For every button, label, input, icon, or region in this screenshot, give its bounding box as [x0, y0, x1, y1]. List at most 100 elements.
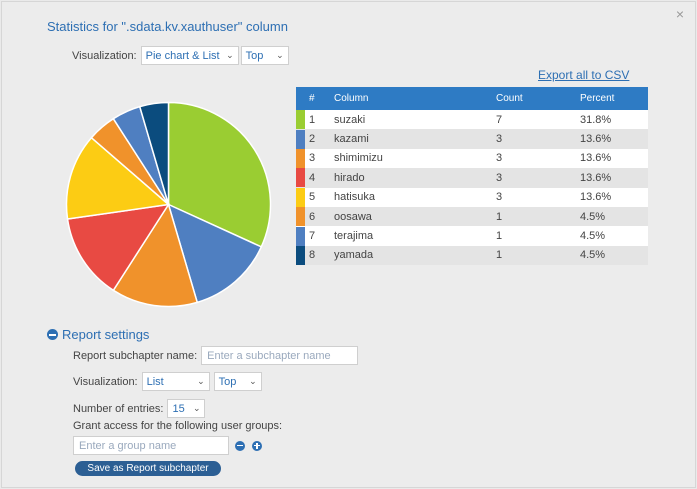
row-name: hatisuka — [334, 191, 375, 204]
table-row: 1 suzaki 7 31.8% — [296, 110, 648, 130]
table-row: 4 hirado 3 13.6% — [296, 168, 648, 188]
subchapter-row: Report subchapter name: Enter a subchapt… — [73, 346, 359, 365]
group-placeholder: Enter a group name — [79, 439, 177, 452]
pie-slice-yamada[interactable] — [138, 101, 170, 205]
add-group-icon[interactable] — [252, 440, 262, 451]
color-swatch — [296, 129, 305, 149]
report-settings-heading: Report settings — [62, 327, 150, 342]
access-row: Grant access for the following user grou… — [73, 420, 286, 432]
pie-chart — [65, 101, 272, 308]
swatch-fill — [296, 129, 305, 149]
row-percent: 13.6% — [580, 191, 612, 204]
report-order-value: Top — [218, 375, 237, 388]
dialog-title: Statistics for ".sdata.kv.xauthuser" col… — [47, 19, 288, 34]
row-name: suzaki — [334, 113, 366, 126]
header-count: Count — [496, 93, 523, 104]
group-row: Enter a group name — [73, 436, 262, 455]
row-num: 7 — [309, 230, 316, 243]
row-name: hirado — [334, 171, 365, 184]
pie-slice-shimimizu[interactable] — [112, 202, 199, 308]
report-visualization-select[interactable]: List ⌄ — [141, 372, 210, 391]
report-settings-toggle[interactable]: Report settings — [47, 327, 149, 342]
swatch-fill — [296, 226, 305, 246]
report-order-select[interactable]: Top ⌄ — [213, 372, 262, 391]
close-icon[interactable]: × — [675, 6, 685, 22]
row-count: 3 — [496, 171, 503, 184]
group-input[interactable]: Enter a group name — [73, 436, 229, 455]
row-count: 7 — [496, 113, 503, 126]
report-visualization-value: List — [146, 375, 164, 388]
entries-value: 15 — [172, 402, 185, 415]
row-name: terajima — [334, 230, 374, 243]
header-swatch — [296, 87, 305, 110]
swatch-fill — [296, 187, 305, 207]
color-swatch — [296, 168, 305, 188]
color-swatch — [296, 148, 305, 168]
table-row: 7 terajima 1 4.5% — [296, 226, 648, 246]
row-num: 1 — [309, 113, 316, 126]
collapse-icon[interactable] — [47, 329, 58, 340]
subchapter-input[interactable]: Enter a subchapter name — [201, 346, 359, 365]
chevron-down-icon: ⌄ — [192, 403, 201, 413]
visualization-label: Visualization: — [72, 49, 137, 62]
row-name: oosawa — [334, 210, 372, 223]
row-percent: 13.6% — [580, 133, 612, 146]
access-label: Grant access for the following user grou… — [73, 420, 283, 432]
pie-slice-hatisuka[interactable] — [65, 136, 171, 220]
entries-row: Number of entries: 15 ⌄ — [73, 399, 207, 418]
stats-table: # Column Count Percent 1 suzaki 7 31.8% 2 kaz… — [296, 87, 648, 266]
row-percent: 13.6% — [580, 152, 612, 165]
row-percent: 31.8% — [580, 113, 612, 126]
table-row: 2 kazami 3 13.6% — [296, 129, 648, 149]
row-count: 3 — [496, 133, 503, 146]
row-num: 6 — [309, 210, 316, 223]
save-report-subchapter-button[interactable]: Save as Report subchapter — [75, 461, 221, 476]
header-column: Column — [334, 93, 369, 104]
table-row: 5 hatisuka 3 13.6% — [296, 187, 648, 207]
color-swatch — [296, 245, 305, 265]
row-num: 4 — [309, 171, 316, 184]
export-csv-link[interactable]: Export all to CSV — [538, 68, 630, 82]
table-header-row: # Column Count Percent — [296, 87, 648, 110]
entries-select[interactable]: 15 ⌄ — [167, 399, 206, 418]
subchapter-placeholder: Enter a subchapter name — [207, 349, 331, 362]
pie-slice-suzaki[interactable] — [167, 101, 272, 248]
row-name: kazami — [334, 133, 369, 146]
table-row: 3 shimimizu 3 13.6% — [296, 148, 648, 169]
chevron-down-icon: ⌄ — [197, 376, 205, 386]
row-num: 3 — [309, 152, 316, 165]
subchapter-label: Report subchapter name: — [73, 349, 198, 362]
pie-slice-hirado[interactable] — [66, 203, 171, 292]
header-num: # — [309, 93, 315, 104]
table-row: 6 oosawa 1 4.5% — [296, 206, 648, 227]
swatch-fill — [296, 168, 305, 188]
row-num: 8 — [309, 249, 316, 262]
visualization-type-value: Pie chart & List — [145, 49, 220, 62]
visualization-order-select[interactable]: Top ⌄ — [240, 46, 289, 65]
row-percent: 4.5% — [580, 230, 606, 243]
row-count: 1 — [496, 230, 503, 243]
row-count: 3 — [496, 152, 503, 165]
row-name: shimimizu — [334, 152, 383, 165]
swatch-fill — [296, 245, 305, 265]
row-count: 3 — [496, 191, 503, 204]
row-count: 1 — [496, 249, 503, 262]
swatch-fill — [296, 148, 305, 168]
entries-label: Number of entries: — [73, 402, 164, 415]
row-num: 5 — [309, 191, 316, 204]
remove-group-icon[interactable] — [235, 440, 245, 451]
row-num: 2 — [309, 133, 316, 146]
color-swatch — [296, 110, 305, 130]
report-visualization-row: Visualization: List ⌄ Top ⌄ — [73, 372, 264, 391]
header-percent: Percent — [580, 93, 615, 104]
row-count: 1 — [496, 210, 503, 223]
pie-slice-kazami[interactable] — [167, 203, 263, 304]
chevron-down-icon: ⌄ — [226, 50, 234, 60]
table-row: 8 yamada 1 4.5% — [296, 245, 648, 266]
visualization-row: Visualization: Pie chart & List ⌄ Top ⌄ — [72, 46, 291, 65]
visualization-type-select[interactable]: Pie chart & List ⌄ — [140, 46, 239, 65]
report-visualization-label: Visualization: — [73, 375, 138, 388]
color-swatch — [296, 187, 305, 207]
row-name: yamada — [334, 249, 374, 262]
